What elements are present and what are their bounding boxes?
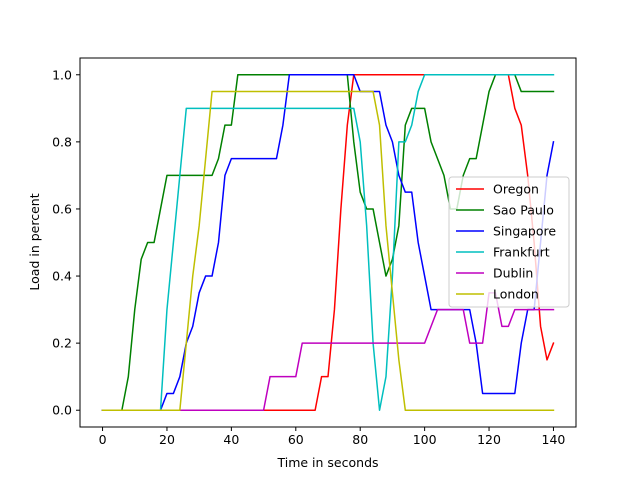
- x-axis-ticks: 0 20 40 60 80 100 120 140: [99, 427, 566, 447]
- y-axis-ticks: 0.0 0.2 0.4 0.6 0.8 1.0: [52, 67, 80, 418]
- series-line-2: [101, 74, 555, 411]
- legend-label: Frankfurt: [493, 245, 550, 260]
- plot-frame: [79, 57, 577, 428]
- series-layer: [101, 74, 555, 411]
- x-tick-label: 60: [288, 432, 304, 447]
- legend-label: Dublin: [493, 266, 533, 281]
- legend-entries: Oregon Sao Paulo Singapore Frankfurt Dublin L…: [456, 182, 556, 302]
- legend-label: Sao Paulo: [493, 203, 554, 218]
- y-tick-label: 0.4: [52, 269, 72, 284]
- y-tick-label: 0.2: [52, 336, 72, 351]
- y-tick-label: 0.0: [52, 403, 72, 418]
- x-tick-label: 80: [352, 432, 368, 447]
- y-tick-label: 0.8: [52, 134, 72, 149]
- x-tick-label: 0: [99, 432, 107, 447]
- series-line-5: [101, 90, 555, 411]
- legend-label: Oregon: [493, 182, 539, 197]
- legend-label: Singapore: [493, 224, 556, 239]
- x-tick-label: 140: [542, 432, 566, 447]
- series-line-3: [101, 74, 555, 411]
- series-line-1: [101, 74, 555, 411]
- legend: Oregon Sao Paulo Singapore Frankfurt Dublin L…: [448, 176, 570, 308]
- y-tick-label: 0.6: [52, 201, 72, 216]
- x-axis-label: Time in seconds: [276, 455, 378, 470]
- x-tick-label: 120: [477, 432, 501, 447]
- x-tick-label: 100: [413, 432, 437, 447]
- x-tick-label: 20: [159, 432, 175, 447]
- x-tick-label: 40: [223, 432, 239, 447]
- legend-label: London: [493, 287, 539, 302]
- y-axis-label: Load in percent: [27, 193, 42, 290]
- series-line-4: [101, 292, 555, 411]
- y-tick-label: 1.0: [52, 67, 72, 82]
